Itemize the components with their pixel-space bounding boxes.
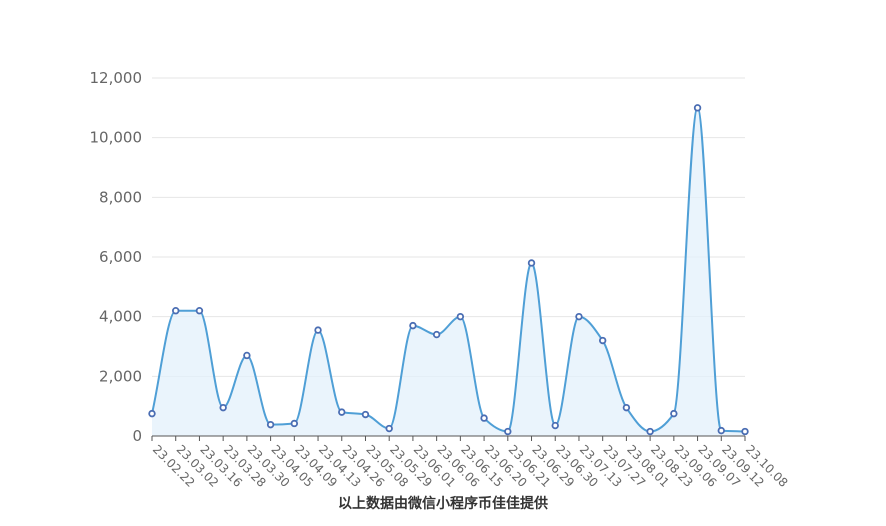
data-source-caption: 以上数据由微信小程序币佳佳提供 <box>338 496 548 512</box>
data-point <box>432 330 441 339</box>
data-point <box>717 426 725 435</box>
data-point <box>480 414 488 422</box>
y-axis-ticks: 0 2,000 4,000 6,000 8,000 10,000 12,000 <box>90 69 143 445</box>
data-point <box>361 410 370 419</box>
y-tick-label: 10,000 <box>90 129 143 147</box>
data-point <box>693 104 702 112</box>
y-tick-label: 8,000 <box>99 188 142 206</box>
data-point <box>670 409 678 418</box>
data-point <box>504 427 512 436</box>
data-point <box>646 427 654 436</box>
data-point <box>172 307 180 315</box>
data-point <box>338 408 346 416</box>
x-axis-tick-marks <box>151 436 746 441</box>
data-point <box>290 419 299 428</box>
data-point <box>409 321 417 330</box>
data-point <box>551 421 559 430</box>
data-point <box>314 326 322 334</box>
data-point <box>219 403 227 412</box>
y-tick-label: 0 <box>132 427 142 445</box>
data-point <box>385 424 393 433</box>
data-point <box>456 312 465 321</box>
x-axis-ticks: 23.02.2223.03.0223.03.1623.03.2823.03.30… <box>150 442 791 490</box>
data-point <box>598 336 607 345</box>
data-point <box>622 403 631 412</box>
series-area <box>152 107 745 436</box>
data-point <box>741 427 749 436</box>
data-point <box>148 409 156 418</box>
data-point <box>243 351 251 360</box>
data-point <box>575 312 583 321</box>
data-points <box>148 104 749 436</box>
y-tick-label: 2,000 <box>99 367 142 385</box>
y-tick-label: 4,000 <box>99 308 142 326</box>
data-point <box>195 307 204 315</box>
data-point <box>527 259 536 267</box>
y-tick-label: 6,000 <box>99 248 142 266</box>
y-tick-label: 12,000 <box>90 69 143 87</box>
grid-lines <box>152 77 745 377</box>
data-point <box>266 420 275 429</box>
